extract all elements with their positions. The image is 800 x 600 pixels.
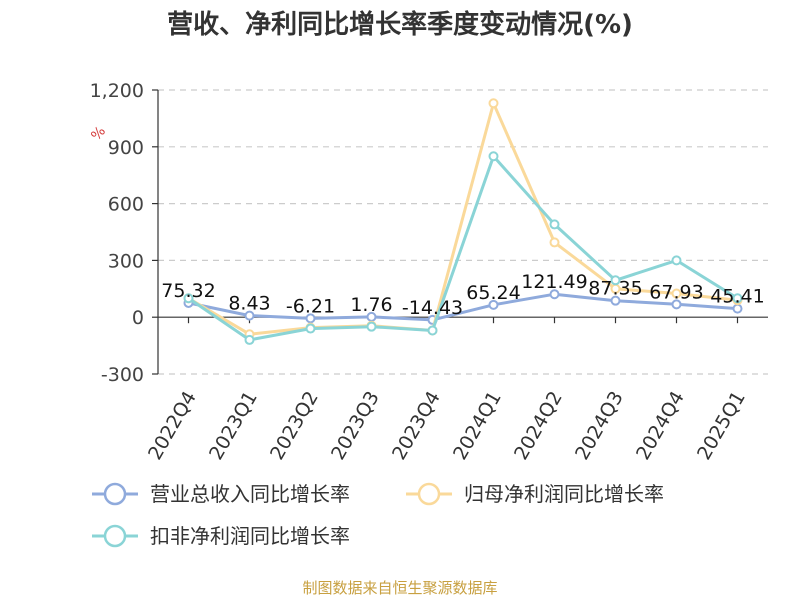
x-tick-label: 2023Q4 bbox=[388, 388, 445, 464]
x-tick-label: 2025Q1 bbox=[693, 388, 750, 464]
data-label: 65.24 bbox=[466, 282, 520, 304]
data-point bbox=[366, 321, 377, 332]
legend-marker bbox=[103, 482, 127, 506]
series-line bbox=[187, 154, 739, 342]
data-point bbox=[610, 275, 621, 286]
x-axis-ticks: 2022Q4 2023Q1 2023Q2 2023Q3 2023Q4 2024Q1 2024… bbox=[144, 317, 750, 464]
data-point bbox=[488, 299, 499, 310]
chart-title: 营收、净利同比增长率季度变动情况(%) bbox=[167, 9, 633, 40]
data-point bbox=[244, 310, 255, 321]
data-point bbox=[671, 288, 682, 299]
grid bbox=[158, 89, 768, 375]
x-tick-label: 2022Q4 bbox=[144, 388, 201, 464]
data-label: -14.43 bbox=[402, 297, 463, 319]
data-point bbox=[305, 323, 316, 334]
y-tick-label: 600 bbox=[108, 194, 144, 216]
y-tick-label: -300 bbox=[101, 364, 144, 386]
y-axis-ticks: -300 0 300 600 900 1,200 bbox=[90, 80, 158, 386]
y-tick-label: 300 bbox=[108, 250, 144, 272]
data-label: -6.21 bbox=[286, 295, 335, 317]
y-axis-unit: % bbox=[88, 123, 109, 143]
legend-label: 扣非净利润同比增长率 bbox=[150, 524, 350, 548]
x-tick-label: 2024Q1 bbox=[449, 388, 506, 464]
legend-label: 归母净利润同比增长率 bbox=[464, 482, 664, 506]
data-point bbox=[732, 293, 743, 304]
y-tick-label: 0 bbox=[132, 307, 144, 329]
x-tick-label: 2024Q3 bbox=[571, 388, 628, 464]
series-line bbox=[187, 101, 738, 336]
x-tick-label: 2023Q1 bbox=[205, 388, 262, 464]
data-point bbox=[427, 325, 438, 336]
x-tick-label: 2024Q2 bbox=[510, 388, 567, 464]
data-point bbox=[305, 313, 316, 324]
series-group bbox=[183, 98, 743, 345]
x-tick-label: 2023Q2 bbox=[266, 388, 323, 464]
data-point bbox=[671, 299, 682, 310]
x-tick-label: 2023Q3 bbox=[327, 388, 384, 464]
x-tick-label: 2024Q4 bbox=[632, 388, 689, 464]
legend-marker bbox=[417, 482, 441, 506]
data-label: 1.76 bbox=[350, 294, 392, 316]
data-point bbox=[549, 219, 560, 230]
series-line bbox=[188, 292, 738, 322]
y-tick-label: 1,200 bbox=[90, 80, 144, 102]
data-point bbox=[671, 255, 682, 266]
data-point bbox=[549, 289, 560, 300]
data-point bbox=[488, 98, 499, 109]
data-label: 75.32 bbox=[161, 280, 215, 302]
data-label: 67.93 bbox=[649, 281, 703, 303]
legend-label: 营业总收入同比增长率 bbox=[150, 482, 350, 506]
data-point bbox=[183, 293, 194, 304]
data-label: 87.35 bbox=[588, 278, 642, 300]
y-tick-label: 900 bbox=[108, 137, 144, 159]
data-point bbox=[610, 295, 621, 306]
data-point bbox=[244, 334, 255, 345]
data-label: 121.49 bbox=[521, 271, 587, 293]
data-point bbox=[549, 237, 560, 248]
legend-marker bbox=[103, 524, 127, 548]
data-label: 45.41 bbox=[710, 286, 764, 308]
data-label: 8.43 bbox=[228, 293, 270, 315]
data-point bbox=[488, 151, 499, 162]
source-note: 制图数据来自恒生聚源数据库 bbox=[302, 579, 497, 597]
